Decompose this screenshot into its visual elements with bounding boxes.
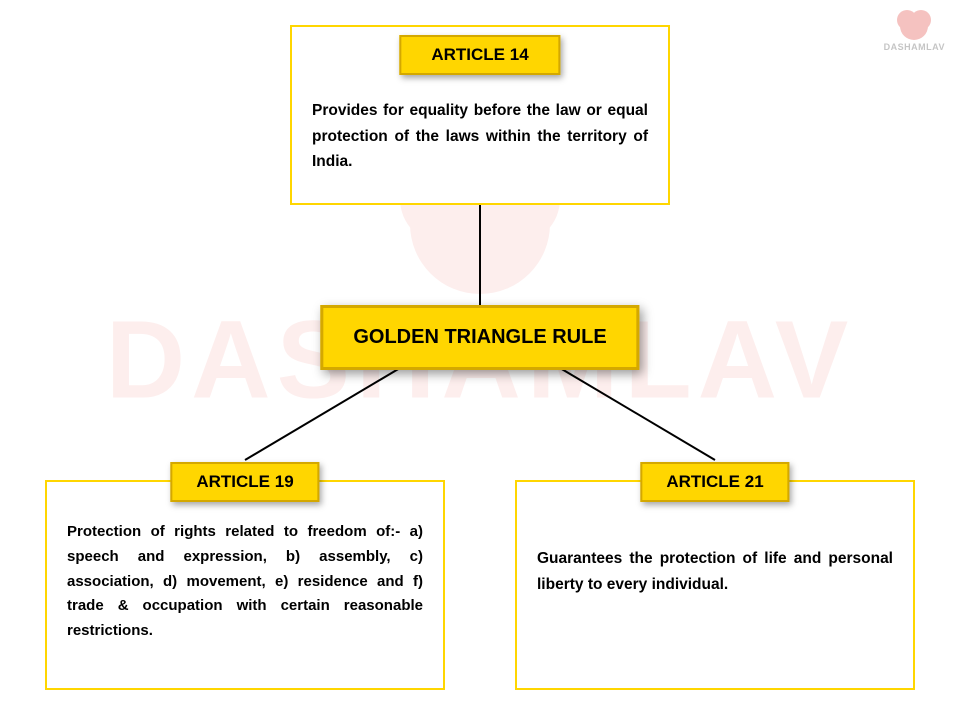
node-article-21: ARTICLE 21 Guarantees the protection of … xyxy=(515,480,915,690)
node-title-article-21: ARTICLE 21 xyxy=(640,462,789,502)
diagram-container: ARTICLE 14 Provides for equality before … xyxy=(0,0,960,720)
node-body-article-14: Provides for equality before the law or … xyxy=(312,98,648,175)
node-body-article-21: Guarantees the protection of life and pe… xyxy=(537,546,893,597)
node-title-article-19: ARTICLE 19 xyxy=(170,462,319,502)
node-center: GOLDEN TRIANGLE RULE xyxy=(320,305,639,370)
node-body-article-19: Protection of rights related to freedom … xyxy=(67,520,423,644)
node-article-19: ARTICLE 19 Protection of rights related … xyxy=(45,480,445,690)
node-title-article-14: ARTICLE 14 xyxy=(399,35,560,75)
node-article-14: ARTICLE 14 Provides for equality before … xyxy=(290,25,670,205)
